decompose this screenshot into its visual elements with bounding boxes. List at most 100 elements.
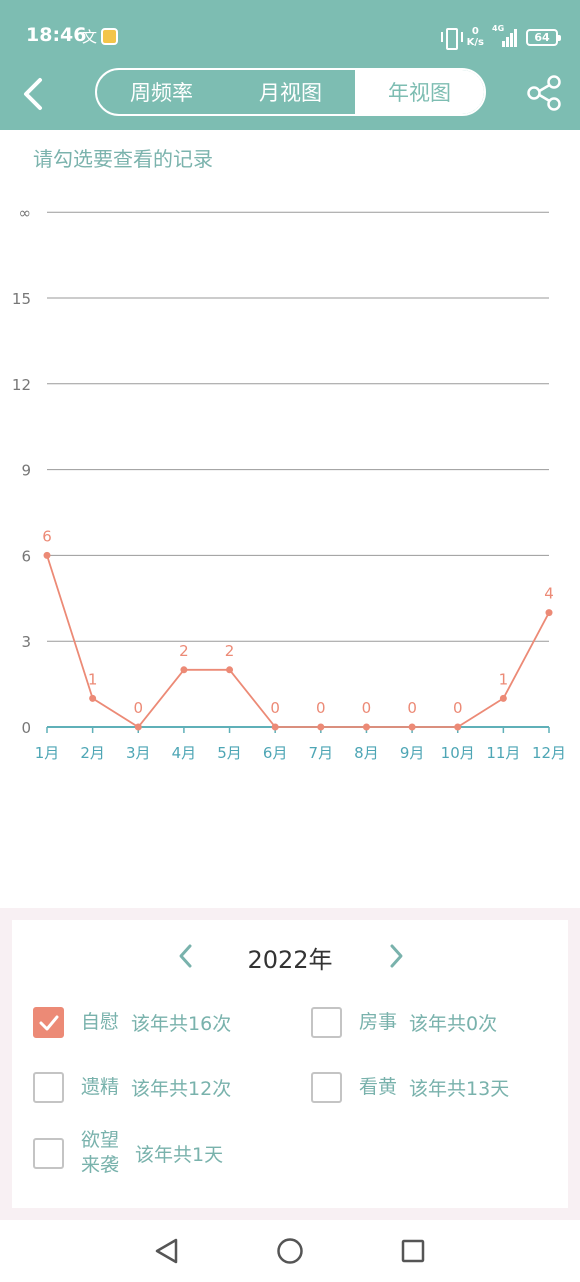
- battery-icon: 64: [526, 28, 561, 46]
- checkbox-intercourse[interactable]: [311, 1007, 342, 1038]
- nav-recents-button[interactable]: [396, 1234, 430, 1268]
- data-label: 1: [88, 670, 98, 688]
- chevron-left-icon: [24, 78, 42, 110]
- status-bar: 18:46 文 0 K/s 4G 64: [0, 0, 580, 70]
- option-count: 该年共16次: [131, 1013, 232, 1035]
- y-tick-label: 6: [21, 547, 31, 565]
- option-desire[interactable]: 欲望 来袭 该年共1天: [33, 1128, 223, 1178]
- chevron-right-icon: [390, 944, 403, 968]
- series-line: [46, 555, 550, 729]
- option-count: 该年共1天: [135, 1143, 224, 1166]
- data-point: [271, 723, 279, 731]
- x-tick-label: 5月: [217, 744, 242, 762]
- next-year-button[interactable]: [382, 940, 410, 972]
- x-tick-label: 1月: [35, 744, 60, 762]
- data-label: 1: [499, 670, 509, 688]
- triangle-back-icon: [155, 1238, 178, 1264]
- x-tick-label: 10月: [441, 744, 475, 762]
- data-point: [134, 723, 142, 731]
- checkbox-porn[interactable]: [311, 1072, 342, 1103]
- net-speed-value: 0: [471, 26, 479, 37]
- data-label: 0: [407, 699, 417, 717]
- vibrate-icon: [440, 27, 463, 50]
- nav-back-button[interactable]: [150, 1234, 184, 1268]
- y-tick-label: 12: [12, 376, 31, 394]
- chevron-left-icon: [179, 944, 192, 968]
- x-tick-label: 12月: [532, 744, 566, 762]
- x-tick-label: 3月: [126, 744, 151, 762]
- data-label: 0: [270, 699, 280, 717]
- x-tick-label: 6月: [263, 744, 288, 762]
- checkmark-icon: [39, 1015, 59, 1031]
- data-label: 0: [316, 699, 326, 717]
- network-type: 4G: [492, 24, 505, 33]
- x-tick-label: 4月: [172, 744, 197, 762]
- year-label: 2022年: [247, 946, 333, 974]
- option-label: 自慰: [81, 1011, 120, 1033]
- select-records-hint: 请勾选要查看的记录: [33, 147, 213, 171]
- tab-week-frequency[interactable]: 周频率: [130, 81, 193, 105]
- data-point: [180, 666, 188, 674]
- data-point: [89, 694, 97, 702]
- data-label: 4: [544, 585, 554, 603]
- signal-icon: 4G: [492, 24, 518, 47]
- y-tick-label: ∞: [19, 204, 32, 222]
- option-masturbation[interactable]: 自慰 该年共16次: [33, 1007, 231, 1038]
- x-tick-label: 7月: [309, 744, 334, 762]
- data-point: [43, 551, 51, 559]
- option-emission[interactable]: 遗精 该年共12次: [33, 1072, 231, 1103]
- net-speed-unit: K/s: [466, 37, 484, 48]
- data-point: [545, 609, 553, 617]
- back-button[interactable]: [14, 72, 54, 116]
- tab-year-view[interactable]: 年视图: [355, 70, 484, 114]
- data-label: 6: [42, 527, 52, 545]
- square-recents-icon: [401, 1239, 425, 1263]
- option-label: 看黄: [359, 1076, 398, 1098]
- notification-icon: 文: [82, 28, 98, 46]
- option-label: 房事: [359, 1011, 398, 1033]
- checkbox-emission[interactable]: [33, 1072, 64, 1103]
- data-label: 2: [225, 642, 235, 660]
- x-tick-label: 2月: [80, 744, 105, 762]
- share-icon: [527, 75, 561, 111]
- year-chart: 0 3 6 9 12 15 ∞ 1月 2月 3月 4月 5月 6月 7月 8月 9月 10月 11月 12月 6 1 0 2…: [0, 180, 580, 800]
- x-tick-label: 11月: [486, 744, 520, 762]
- option-label-line2: 来袭: [81, 1154, 120, 1176]
- option-label: 遗精: [81, 1076, 120, 1098]
- x-tick-label: 9月: [400, 744, 425, 762]
- record-filter-panel: 2022年 自慰 该年共16次 房事 该年共0次 遗精 该年共12次 看黄 该年…: [12, 920, 568, 1208]
- app-notification-icon: [101, 28, 118, 45]
- data-point: [499, 694, 507, 702]
- view-tabs: 周频率 月视图 年视图: [95, 68, 486, 116]
- tab-month-view[interactable]: 月视图: [259, 81, 322, 105]
- status-time: 18:46: [26, 24, 87, 46]
- option-count: 该年共12次: [131, 1078, 232, 1100]
- option-label-line1: 欲望: [81, 1129, 120, 1151]
- year-navigator: 2022年: [12, 934, 568, 978]
- data-point: [362, 723, 370, 731]
- option-porn[interactable]: 看黄 该年共13天: [311, 1072, 509, 1103]
- option-intercourse[interactable]: 房事 该年共0次: [311, 1007, 497, 1038]
- share-button[interactable]: [526, 74, 562, 112]
- system-nav-bar: [0, 1220, 580, 1282]
- data-label: 0: [453, 699, 463, 717]
- previous-year-button[interactable]: [172, 940, 200, 972]
- y-tick-label: 9: [21, 462, 31, 480]
- y-tick-label: 3: [21, 633, 31, 651]
- data-point: [408, 723, 416, 731]
- option-count: 该年共0次: [409, 1013, 498, 1035]
- circle-home-icon: [277, 1238, 303, 1264]
- x-tick-label: 8月: [354, 744, 379, 762]
- net-speed: 0 K/s: [467, 26, 484, 48]
- checkbox-masturbation[interactable]: [33, 1007, 64, 1038]
- checkbox-desire[interactable]: [33, 1137, 64, 1169]
- data-point: [454, 723, 462, 731]
- y-tick-label: 0: [21, 719, 31, 737]
- data-label: 2: [179, 642, 189, 660]
- app-header: 18:46 文 0 K/s 4G 64 周频率 月视图 年视图: [0, 0, 580, 130]
- nav-home-button[interactable]: [273, 1234, 307, 1268]
- data-point: [317, 723, 325, 731]
- status-icons: 0 K/s 4G 64: [440, 24, 561, 50]
- data-label: 0: [362, 699, 372, 717]
